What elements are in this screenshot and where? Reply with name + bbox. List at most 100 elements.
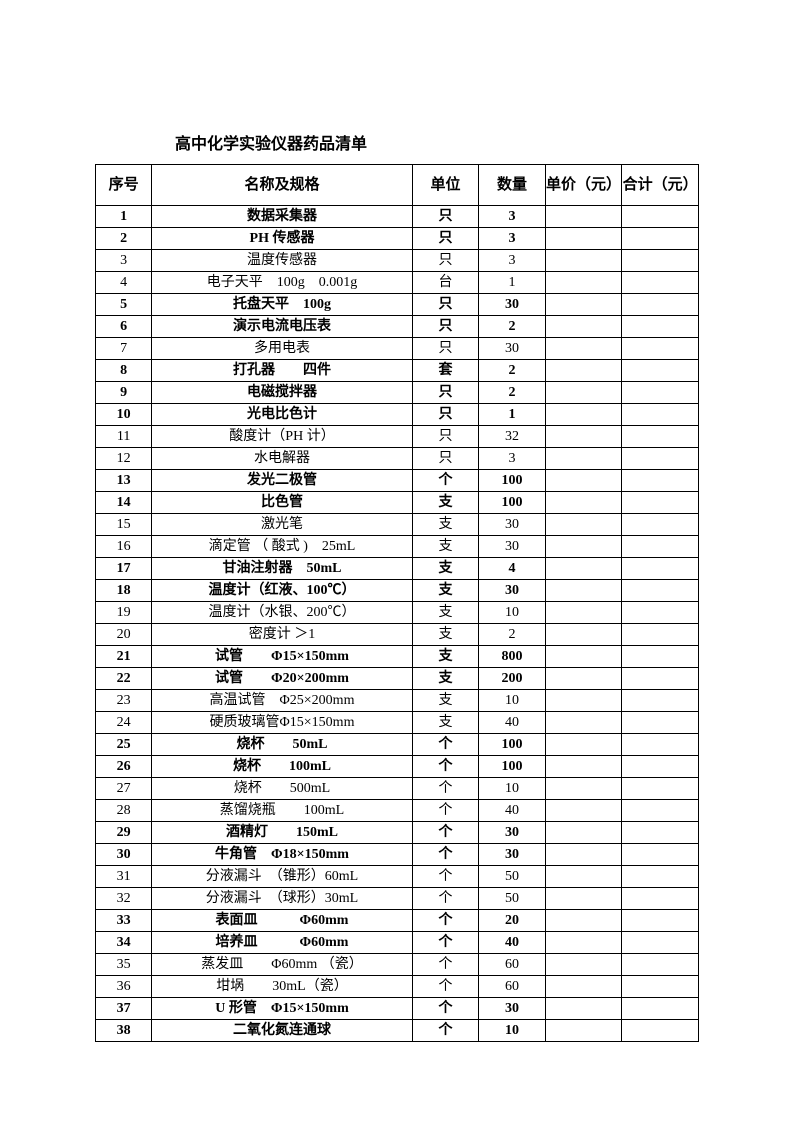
cell-price	[545, 360, 622, 382]
cell-name: PH 传感器	[152, 228, 413, 250]
cell-unit: 套	[412, 360, 478, 382]
table-row: 26烧杯 100mL个100	[96, 756, 699, 778]
cell-seq: 16	[96, 536, 152, 558]
cell-seq: 36	[96, 976, 152, 998]
cell-unit: 个	[412, 954, 478, 976]
cell-qty: 4	[479, 558, 545, 580]
cell-total	[622, 712, 699, 734]
col-unit: 单位	[412, 165, 478, 206]
cell-price	[545, 932, 622, 954]
cell-qty: 10	[479, 778, 545, 800]
cell-price	[545, 976, 622, 998]
cell-total	[622, 668, 699, 690]
cell-name: 甘油注射器 50mL	[152, 558, 413, 580]
cell-name: 比色管	[152, 492, 413, 514]
cell-qty: 3	[479, 206, 545, 228]
table-row: 36坩埚 30mL（瓷）个60	[96, 976, 699, 998]
cell-unit: 支	[412, 492, 478, 514]
cell-qty: 1	[479, 404, 545, 426]
cell-qty: 1	[479, 272, 545, 294]
cell-qty: 10	[479, 1020, 545, 1042]
cell-unit: 只	[412, 382, 478, 404]
cell-seq: 9	[96, 382, 152, 404]
table-row: 4电子天平 100g 0.001g台1	[96, 272, 699, 294]
cell-name: 温度传感器	[152, 250, 413, 272]
cell-seq: 34	[96, 932, 152, 954]
cell-price	[545, 844, 622, 866]
cell-total	[622, 756, 699, 778]
cell-name: 高温试管 Φ25×200mm	[152, 690, 413, 712]
cell-price	[545, 800, 622, 822]
cell-unit: 个	[412, 756, 478, 778]
cell-unit: 支	[412, 668, 478, 690]
cell-name: 激光笔	[152, 514, 413, 536]
table-row: 23高温试管 Φ25×200mm支10	[96, 690, 699, 712]
cell-qty: 30	[479, 294, 545, 316]
cell-seq: 1	[96, 206, 152, 228]
cell-price	[545, 778, 622, 800]
cell-price	[545, 316, 622, 338]
cell-qty: 30	[479, 844, 545, 866]
table-row: 25烧杯 50mL个100	[96, 734, 699, 756]
cell-seq: 19	[96, 602, 152, 624]
cell-name: 牛角管 Φ18×150mm	[152, 844, 413, 866]
cell-seq: 37	[96, 998, 152, 1020]
cell-total	[622, 426, 699, 448]
cell-seq: 23	[96, 690, 152, 712]
cell-unit: 支	[412, 514, 478, 536]
cell-qty: 50	[479, 866, 545, 888]
table-header: 序号 名称及规格 单位 数量 单价（元） 合计（元）	[96, 165, 699, 206]
cell-unit: 个	[412, 1020, 478, 1042]
cell-qty: 3	[479, 448, 545, 470]
cell-total	[622, 338, 699, 360]
cell-unit: 支	[412, 558, 478, 580]
cell-qty: 40	[479, 712, 545, 734]
table-row: 12水电解器只3	[96, 448, 699, 470]
cell-seq: 4	[96, 272, 152, 294]
equipment-table: 序号 名称及规格 单位 数量 单价（元） 合计（元） 1数据采集器只32PH 传…	[95, 164, 699, 1042]
cell-qty: 100	[479, 756, 545, 778]
cell-unit: 个	[412, 910, 478, 932]
cell-price	[545, 382, 622, 404]
cell-total	[622, 844, 699, 866]
cell-name: 温度计（水银、200℃）	[152, 602, 413, 624]
cell-qty: 40	[479, 800, 545, 822]
cell-seq: 12	[96, 448, 152, 470]
cell-seq: 8	[96, 360, 152, 382]
table-row: 33表面皿 Φ60mm个20	[96, 910, 699, 932]
table-row: 9电磁搅拌器只2	[96, 382, 699, 404]
cell-price	[545, 228, 622, 250]
cell-seq: 31	[96, 866, 152, 888]
table-body: 1数据采集器只32PH 传感器只33温度传感器只34电子天平 100g 0.00…	[96, 206, 699, 1042]
col-price: 单价（元）	[545, 165, 622, 206]
cell-name: 滴定管 （ 酸式 ) 25mL	[152, 536, 413, 558]
cell-price	[545, 272, 622, 294]
cell-price	[545, 910, 622, 932]
cell-price	[545, 536, 622, 558]
cell-unit: 只	[412, 316, 478, 338]
cell-name: 分液漏斗 （球形）30mL	[152, 888, 413, 910]
cell-seq: 35	[96, 954, 152, 976]
cell-name: 光电比色计	[152, 404, 413, 426]
cell-total	[622, 250, 699, 272]
table-row: 30牛角管 Φ18×150mm个30	[96, 844, 699, 866]
table-row: 14比色管支100	[96, 492, 699, 514]
cell-unit: 个	[412, 932, 478, 954]
table-row: 22试管 Φ20×200mm支200	[96, 668, 699, 690]
cell-name: 酸度计（PH 计）	[152, 426, 413, 448]
cell-qty: 2	[479, 316, 545, 338]
cell-name: 硬质玻璃管Φ15×150mm	[152, 712, 413, 734]
cell-qty: 50	[479, 888, 545, 910]
cell-seq: 25	[96, 734, 152, 756]
cell-seq: 5	[96, 294, 152, 316]
cell-price	[545, 602, 622, 624]
cell-price	[545, 756, 622, 778]
cell-name: 蒸发皿 Φ60mm （瓷）	[152, 954, 413, 976]
cell-qty: 2	[479, 360, 545, 382]
table-row: 18温度计（红液、100℃）支30	[96, 580, 699, 602]
cell-unit: 支	[412, 580, 478, 602]
cell-total	[622, 866, 699, 888]
cell-unit: 只	[412, 338, 478, 360]
cell-unit: 个	[412, 866, 478, 888]
cell-seq: 11	[96, 426, 152, 448]
